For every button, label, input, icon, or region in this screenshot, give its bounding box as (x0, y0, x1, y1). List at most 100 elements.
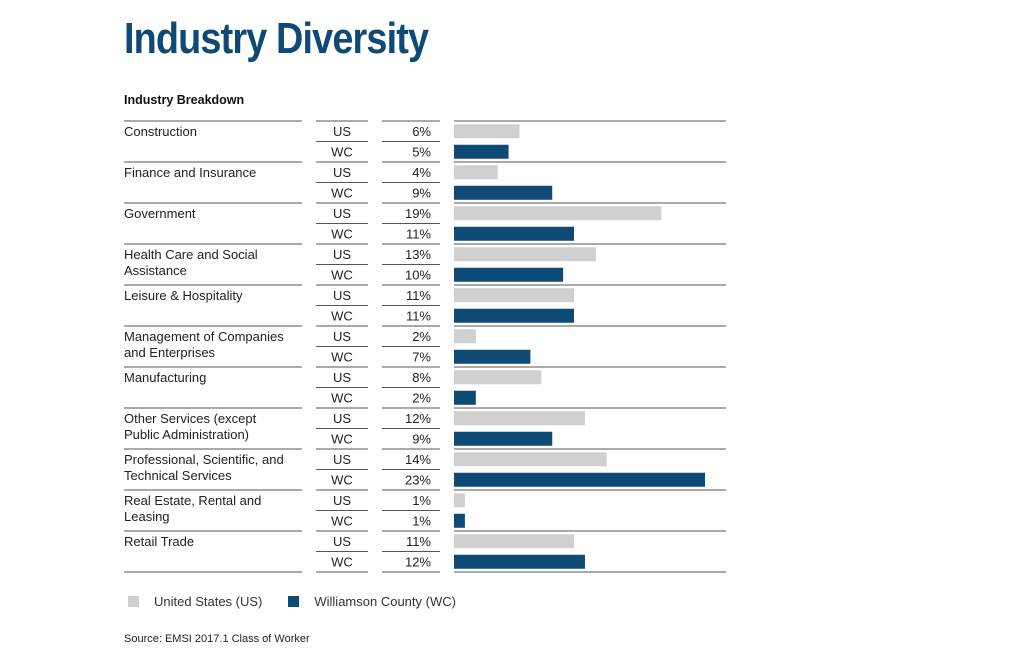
category-label: Health Care and Social (124, 247, 258, 262)
bar-wc (454, 390, 476, 405)
value-label: 2% (412, 329, 431, 344)
bar-wc (454, 144, 509, 159)
series-code-label: US (333, 206, 351, 221)
series-code-label: WC (331, 431, 353, 446)
bar-us (454, 288, 575, 303)
category-label: Construction (124, 124, 197, 139)
category-label: Management of Companies (124, 329, 284, 344)
series-code-label: WC (331, 554, 353, 569)
category-group: Retail Trade US 11% WC 12% (124, 534, 585, 569)
bar-us (454, 370, 542, 385)
bar-us (454, 206, 662, 221)
value-label: 6% (412, 124, 431, 139)
bar-wc (454, 513, 465, 528)
value-label: 11% (406, 226, 431, 241)
bar-us (454, 411, 585, 426)
series-code-label: US (333, 165, 351, 180)
series-code-label: US (333, 288, 351, 303)
bar-wc (454, 431, 553, 446)
legend-item-wc: Williamson County (WC) (288, 594, 456, 609)
value-label: 13% (405, 247, 431, 262)
category-group: Manufacturing US 8% WC 2% (124, 370, 542, 405)
value-label: 8% (412, 370, 431, 385)
series-code-label: WC (331, 226, 353, 241)
series-code-label: US (333, 124, 351, 139)
bar-wc (454, 308, 575, 323)
series-code-label: US (333, 329, 351, 344)
value-label: 23% (405, 472, 431, 487)
category-label: Leasing (124, 509, 170, 524)
value-label: 5% (412, 144, 431, 159)
value-label: 12% (405, 554, 431, 569)
value-label: 12% (405, 411, 431, 426)
chart-legend: United States (US) Williamson County (WC… (128, 594, 482, 609)
legend-item-us: United States (US) (128, 594, 262, 609)
bar-wc (454, 554, 585, 569)
value-label: 4% (412, 165, 431, 180)
bar-us (454, 124, 520, 139)
source-note: Source: EMSI 2017.1 Class of Worker (124, 633, 310, 645)
series-code-label: US (333, 370, 351, 385)
bar-us (454, 329, 476, 344)
bar-wc (454, 185, 553, 200)
category-label: Retail Trade (124, 534, 194, 549)
category-group: Construction US 6% WC 5% (124, 124, 520, 159)
bar-us (454, 165, 498, 180)
series-code-label: US (333, 452, 351, 467)
category-group: Finance and Insurance US 4% WC 9% (124, 165, 553, 200)
series-code-label: US (333, 411, 351, 426)
bar-us (454, 247, 596, 262)
category-label: Finance and Insurance (124, 165, 256, 180)
bar-wc (454, 267, 564, 282)
series-code-label: US (333, 247, 351, 262)
category-label: Leisure & Hospitality (124, 288, 243, 303)
series-code-label: WC (331, 144, 353, 159)
series-code-label: WC (331, 349, 353, 364)
bar-wc (454, 472, 705, 487)
category-group: Government US 19% WC 11% (124, 206, 662, 241)
industry-bar-chart: Construction US 6% WC 5% Finance and Insuranc… (124, 120, 726, 573)
legend-label-wc: Williamson County (WC) (314, 594, 456, 609)
legend-swatch-us (128, 596, 139, 607)
value-label: 1% (412, 513, 431, 528)
bar-wc (454, 226, 575, 241)
category-group: Leisure & Hospitality US 11% WC 11% (124, 288, 575, 323)
category-label: Other Services (except (124, 411, 257, 426)
value-label: 11% (406, 534, 431, 549)
legend-swatch-wc (288, 596, 300, 607)
category-label: Public Administration) (124, 427, 249, 442)
value-label: 14% (405, 452, 431, 467)
category-label: Technical Services (124, 468, 232, 483)
category-label: and Enterprises (124, 345, 216, 360)
value-label: 11% (406, 308, 431, 323)
value-label: 10% (405, 267, 431, 282)
value-label: 7% (412, 349, 431, 364)
category-label: Professional, Scientific, and (124, 452, 284, 467)
category-label: Real Estate, Rental and (124, 493, 261, 508)
value-label: 9% (412, 185, 431, 200)
value-label: 19% (405, 206, 431, 221)
chart-subtitle: Industry Breakdown (124, 93, 245, 107)
value-label: 11% (406, 288, 431, 303)
series-code-label: WC (331, 185, 353, 200)
bar-us (454, 452, 607, 467)
chart-title: Industry Diversity (124, 14, 429, 63)
series-code-label: WC (331, 472, 353, 487)
value-label: 1% (412, 493, 431, 508)
value-label: 9% (412, 431, 431, 446)
series-code-label: US (333, 534, 351, 549)
bar-us (454, 493, 465, 508)
series-code-label: WC (331, 308, 353, 323)
category-label: Government (124, 206, 196, 221)
value-label: 2% (412, 390, 431, 405)
category-label: Assistance (124, 263, 187, 278)
bar-wc (454, 349, 531, 364)
bar-us (454, 534, 575, 549)
legend-label-us: United States (US) (154, 594, 263, 609)
series-code-label: WC (331, 390, 353, 405)
